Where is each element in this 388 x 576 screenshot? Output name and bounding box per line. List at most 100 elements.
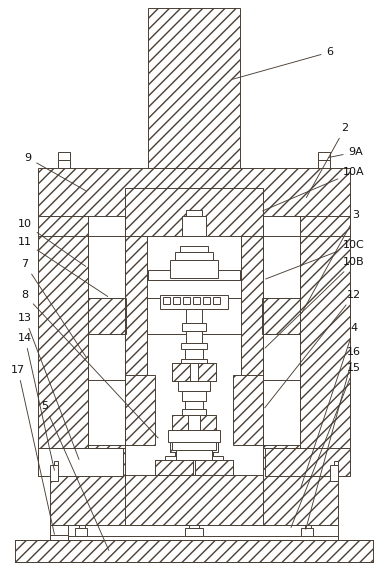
- Bar: [301, 528, 313, 536]
- Bar: [148, 8, 240, 168]
- Bar: [15, 540, 373, 562]
- Text: 11: 11: [18, 237, 108, 297]
- Bar: [170, 430, 218, 452]
- Bar: [318, 443, 328, 448]
- Bar: [180, 246, 208, 252]
- Text: 5: 5: [42, 401, 109, 551]
- Bar: [54, 461, 58, 465]
- Bar: [182, 391, 206, 401]
- Text: 8: 8: [21, 290, 158, 438]
- Bar: [305, 524, 311, 528]
- Bar: [318, 152, 330, 160]
- Bar: [88, 298, 126, 334]
- Bar: [300, 236, 350, 448]
- Bar: [148, 270, 240, 280]
- Bar: [50, 525, 338, 540]
- Bar: [79, 524, 85, 528]
- Bar: [180, 448, 208, 452]
- Bar: [241, 236, 263, 381]
- Bar: [60, 443, 70, 448]
- Bar: [172, 415, 188, 430]
- Text: 12: 12: [265, 290, 361, 408]
- Text: 6: 6: [233, 47, 334, 79]
- Text: 9A: 9A: [329, 147, 364, 157]
- Bar: [38, 188, 88, 448]
- Bar: [58, 160, 70, 168]
- Bar: [181, 359, 207, 363]
- Bar: [38, 168, 350, 216]
- Bar: [262, 298, 300, 334]
- Bar: [173, 297, 180, 304]
- Bar: [172, 363, 216, 381]
- Bar: [185, 349, 203, 359]
- Bar: [50, 536, 338, 540]
- Bar: [155, 460, 233, 475]
- Text: 9: 9: [24, 153, 86, 191]
- Bar: [186, 210, 202, 216]
- Text: 15: 15: [291, 363, 361, 528]
- Bar: [263, 445, 338, 525]
- Bar: [170, 260, 218, 278]
- Bar: [125, 225, 147, 445]
- Bar: [330, 465, 338, 481]
- Bar: [193, 297, 200, 304]
- Bar: [176, 450, 212, 460]
- Bar: [318, 160, 330, 168]
- Bar: [265, 448, 350, 476]
- Bar: [185, 401, 203, 409]
- Bar: [155, 460, 193, 475]
- Bar: [189, 524, 199, 528]
- Bar: [170, 430, 190, 452]
- Bar: [195, 460, 233, 475]
- Text: 7: 7: [21, 259, 87, 358]
- Bar: [38, 236, 88, 448]
- Text: 13: 13: [18, 313, 79, 460]
- Bar: [58, 152, 70, 160]
- Bar: [50, 445, 125, 525]
- Bar: [182, 216, 206, 236]
- Bar: [182, 409, 206, 415]
- Text: 4: 4: [301, 323, 358, 487]
- Bar: [186, 309, 202, 323]
- Text: 14: 14: [18, 333, 54, 470]
- Text: 3: 3: [301, 210, 360, 313]
- Bar: [88, 298, 300, 334]
- Bar: [38, 448, 123, 476]
- Bar: [163, 297, 170, 304]
- Bar: [175, 252, 213, 260]
- Bar: [165, 456, 223, 460]
- Bar: [88, 298, 300, 334]
- Bar: [160, 295, 228, 309]
- Bar: [125, 236, 147, 381]
- Bar: [125, 475, 263, 525]
- Bar: [300, 188, 350, 448]
- Bar: [175, 452, 213, 456]
- Bar: [168, 430, 220, 442]
- Bar: [172, 363, 190, 381]
- Bar: [186, 331, 202, 343]
- Text: 10C: 10C: [266, 240, 365, 279]
- Bar: [241, 225, 263, 445]
- Bar: [183, 297, 190, 304]
- Text: 10A: 10A: [263, 167, 365, 211]
- Bar: [182, 323, 206, 331]
- Text: 10: 10: [18, 219, 86, 267]
- Text: 17: 17: [11, 365, 54, 535]
- Bar: [172, 442, 216, 450]
- Bar: [178, 381, 210, 391]
- Bar: [125, 280, 263, 298]
- Bar: [125, 188, 263, 236]
- Bar: [198, 363, 216, 381]
- Bar: [181, 343, 207, 349]
- Bar: [185, 528, 203, 536]
- Text: 16: 16: [306, 347, 361, 529]
- Bar: [75, 528, 87, 536]
- Bar: [334, 461, 338, 465]
- Bar: [50, 465, 58, 481]
- Text: 2: 2: [307, 123, 348, 198]
- Bar: [213, 297, 220, 304]
- Bar: [203, 297, 210, 304]
- Bar: [200, 415, 216, 430]
- Bar: [233, 375, 263, 445]
- Bar: [125, 375, 155, 445]
